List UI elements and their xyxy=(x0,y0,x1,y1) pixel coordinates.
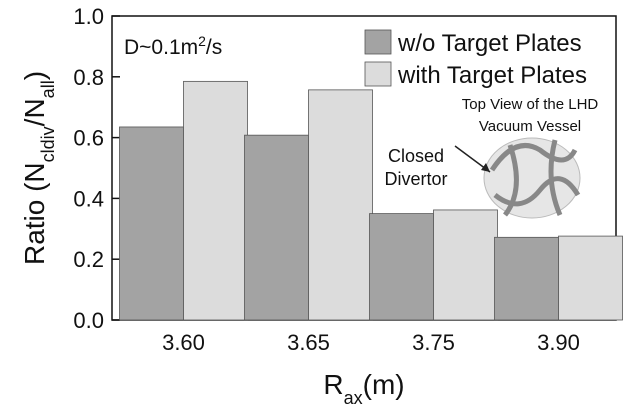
y-axis-label: Ratio (Ncldiv/Nall) xyxy=(19,71,58,265)
legend-swatch xyxy=(365,62,391,86)
x-axis-label-part: ax xyxy=(344,388,363,408)
y-tick-label: 1.0 xyxy=(73,4,104,29)
annotation-part: /s xyxy=(206,36,222,59)
y-tick-label: 0.4 xyxy=(73,186,104,211)
inset-drawing xyxy=(455,138,580,218)
legend-swatch xyxy=(365,30,391,54)
annotation-part: 2 xyxy=(198,33,206,49)
y-tick-label: 0.0 xyxy=(73,308,104,333)
y-axis-label-part: /N xyxy=(19,98,50,126)
x-tick-label: 3.90 xyxy=(537,330,580,355)
bar xyxy=(559,236,623,320)
x-axis-label-part: R xyxy=(323,369,343,400)
bar xyxy=(245,135,309,320)
bar xyxy=(434,210,498,320)
annotation-part: D~0.1m xyxy=(124,36,198,59)
y-tick-label: 0.2 xyxy=(73,247,104,272)
inset-title: Vacuum Vessel xyxy=(479,118,581,135)
y-axis-label-part: Ratio (N xyxy=(19,162,50,265)
inset-label: Divertor xyxy=(384,169,447,189)
bar xyxy=(309,90,373,320)
bar xyxy=(370,214,434,320)
y-tick-label: 0.8 xyxy=(73,65,104,90)
annotation: D~0.1m2/s xyxy=(124,33,222,59)
inset-title: Top View of the LHD xyxy=(462,96,599,113)
bar xyxy=(184,81,248,320)
bar xyxy=(495,237,559,320)
vessel xyxy=(484,138,580,218)
bar xyxy=(120,127,184,320)
y-axis-label-part: cldiv xyxy=(38,126,58,162)
x-tick-label: 3.60 xyxy=(162,330,205,355)
y-axis-label-part: ) xyxy=(19,71,50,80)
chart: 0.0 0.2 0.4 0.6 0.8 1.0 3.60 3.65 3.75 3.90 Ratio … xyxy=(0,0,628,413)
x-axis-label: Rax(m) xyxy=(323,369,404,408)
y-axis-label-part: all xyxy=(38,80,58,98)
x-axis-label-part: (m) xyxy=(363,369,405,400)
x-tick-label: 3.75 xyxy=(412,330,455,355)
x-tick-label: 3.65 xyxy=(287,330,330,355)
legend-label: w/o Target Plates xyxy=(397,30,582,57)
legend-label: with Target Plates xyxy=(397,62,587,89)
inset-label: Closed xyxy=(388,146,444,166)
y-tick-label: 0.6 xyxy=(73,126,104,151)
